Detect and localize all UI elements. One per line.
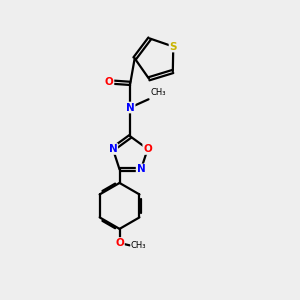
Text: O: O <box>105 77 113 87</box>
Text: CH₃: CH₃ <box>150 88 166 97</box>
Text: O: O <box>115 238 124 248</box>
Text: CH₃: CH₃ <box>131 242 146 250</box>
Text: N: N <box>109 144 117 154</box>
Text: N: N <box>126 103 135 112</box>
Text: O: O <box>143 144 152 154</box>
Text: N: N <box>136 164 146 174</box>
Text: S: S <box>169 42 177 52</box>
